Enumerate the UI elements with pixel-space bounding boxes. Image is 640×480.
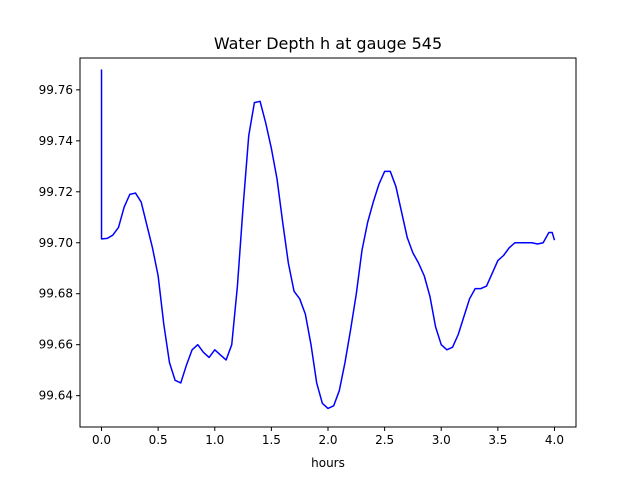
plot-area (100, 69, 556, 410)
x-tick-label: 2.5 (375, 433, 394, 447)
y-axis: 99.64 99.66 99.68 99.70 99.72 99.74 99.76 (39, 83, 80, 403)
y-tick-label: 99.70 (39, 236, 73, 250)
x-tick-label: 1.0 (205, 433, 224, 447)
x-tick-label: 0.5 (149, 433, 168, 447)
x-axis: 0.0 0.5 1.0 1.5 2.0 2.5 3.0 3.5 4.0 (92, 427, 564, 447)
series-line-0 (100, 69, 556, 410)
x-tick-label: 4.0 (545, 433, 564, 447)
x-tick-label: 0.0 (92, 433, 111, 447)
y-tick-label: 99.74 (39, 134, 73, 148)
x-tick-label: 1.5 (262, 433, 281, 447)
x-tick-label: 3.0 (432, 433, 451, 447)
y-tick-label: 99.68 (39, 287, 73, 301)
y-tick-label: 99.76 (39, 83, 73, 97)
y-tick-label: 99.72 (39, 185, 73, 199)
y-tick-label: 99.64 (39, 389, 73, 403)
x-tick-label: 3.5 (488, 433, 507, 447)
chart-title: Water Depth h at gauge 545 (214, 34, 442, 53)
x-axis-label: hours (311, 456, 345, 470)
y-tick-label: 99.66 (39, 338, 73, 352)
x-tick-label: 2.0 (318, 433, 337, 447)
